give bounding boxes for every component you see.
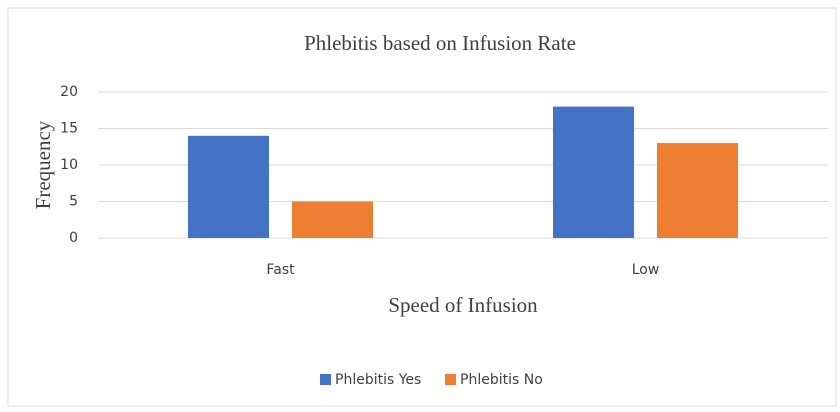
bar	[292, 201, 373, 238]
y-tick-label: 15	[60, 121, 78, 137]
y-axis-title: Frequency	[31, 120, 55, 209]
y-tick-label: 10	[60, 157, 78, 173]
y-tick-label: 0	[69, 230, 78, 246]
bar	[553, 106, 634, 238]
bar	[657, 143, 738, 238]
legend-swatch	[320, 374, 331, 385]
y-tick-label: 5	[69, 194, 78, 210]
x-tick-label: Fast	[266, 262, 295, 278]
legend-label: Phlebitis Yes	[335, 372, 421, 388]
chart-title: Phlebitis based on Infusion Rate	[304, 31, 576, 55]
legend-swatch	[445, 374, 456, 385]
legend-label: Phlebitis No	[460, 372, 543, 388]
x-tick-label: Low	[632, 262, 660, 278]
bar	[188, 135, 269, 238]
x-axis-title: Speed of Infusion	[388, 293, 538, 317]
y-tick-label: 20	[60, 84, 78, 100]
